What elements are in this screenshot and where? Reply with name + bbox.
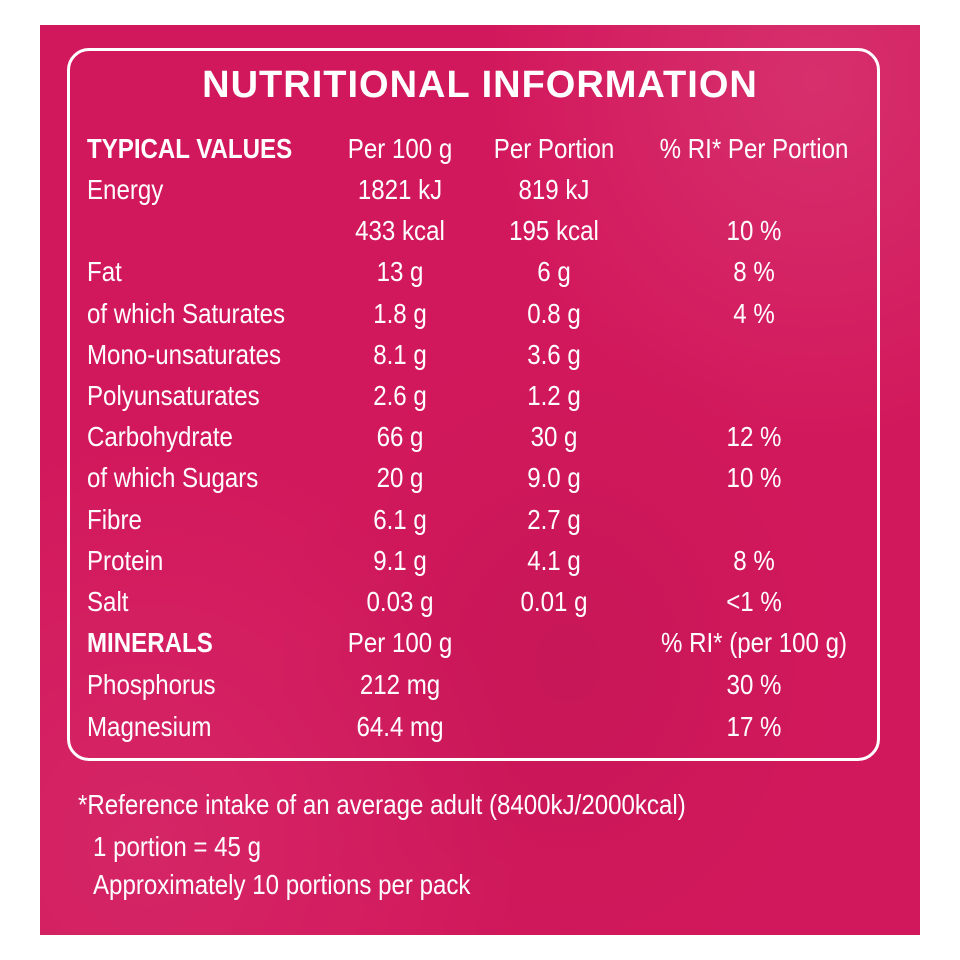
header-typical-values: TYPICAL VALUES (87, 133, 293, 164)
nutrient-label: of which Sugars (87, 462, 259, 493)
nutrient-label: of which Saturates (87, 298, 286, 329)
nutrient-label: Protein (87, 545, 164, 576)
footnote-portion: 1 portion = 45 g (93, 831, 262, 862)
footnote-pack: Approximately 10 portions per pack (93, 869, 471, 900)
nutrient-label: Mono-unsaturates (87, 339, 282, 370)
nutrient-label: Salt (87, 586, 129, 617)
mineral-label: Magnesium (87, 711, 212, 742)
mineral-label: Phosphorus (87, 669, 216, 700)
nutrition-panel (40, 25, 920, 935)
footnote-reference: *Reference intake of an average adult (8… (78, 789, 686, 820)
nutrient-label: Polyunsaturates (87, 380, 260, 411)
minerals-header-label: MINERALS (87, 627, 213, 658)
page-title: NUTRITIONAL INFORMATION (202, 64, 758, 106)
nutrition-table-frame (67, 48, 880, 761)
nutrient-label: Energy (87, 174, 164, 205)
nutrient-label: Fat (87, 256, 122, 287)
nutrient-label: Carbohydrate (87, 421, 233, 452)
nutrient-label: Fibre (87, 504, 142, 535)
